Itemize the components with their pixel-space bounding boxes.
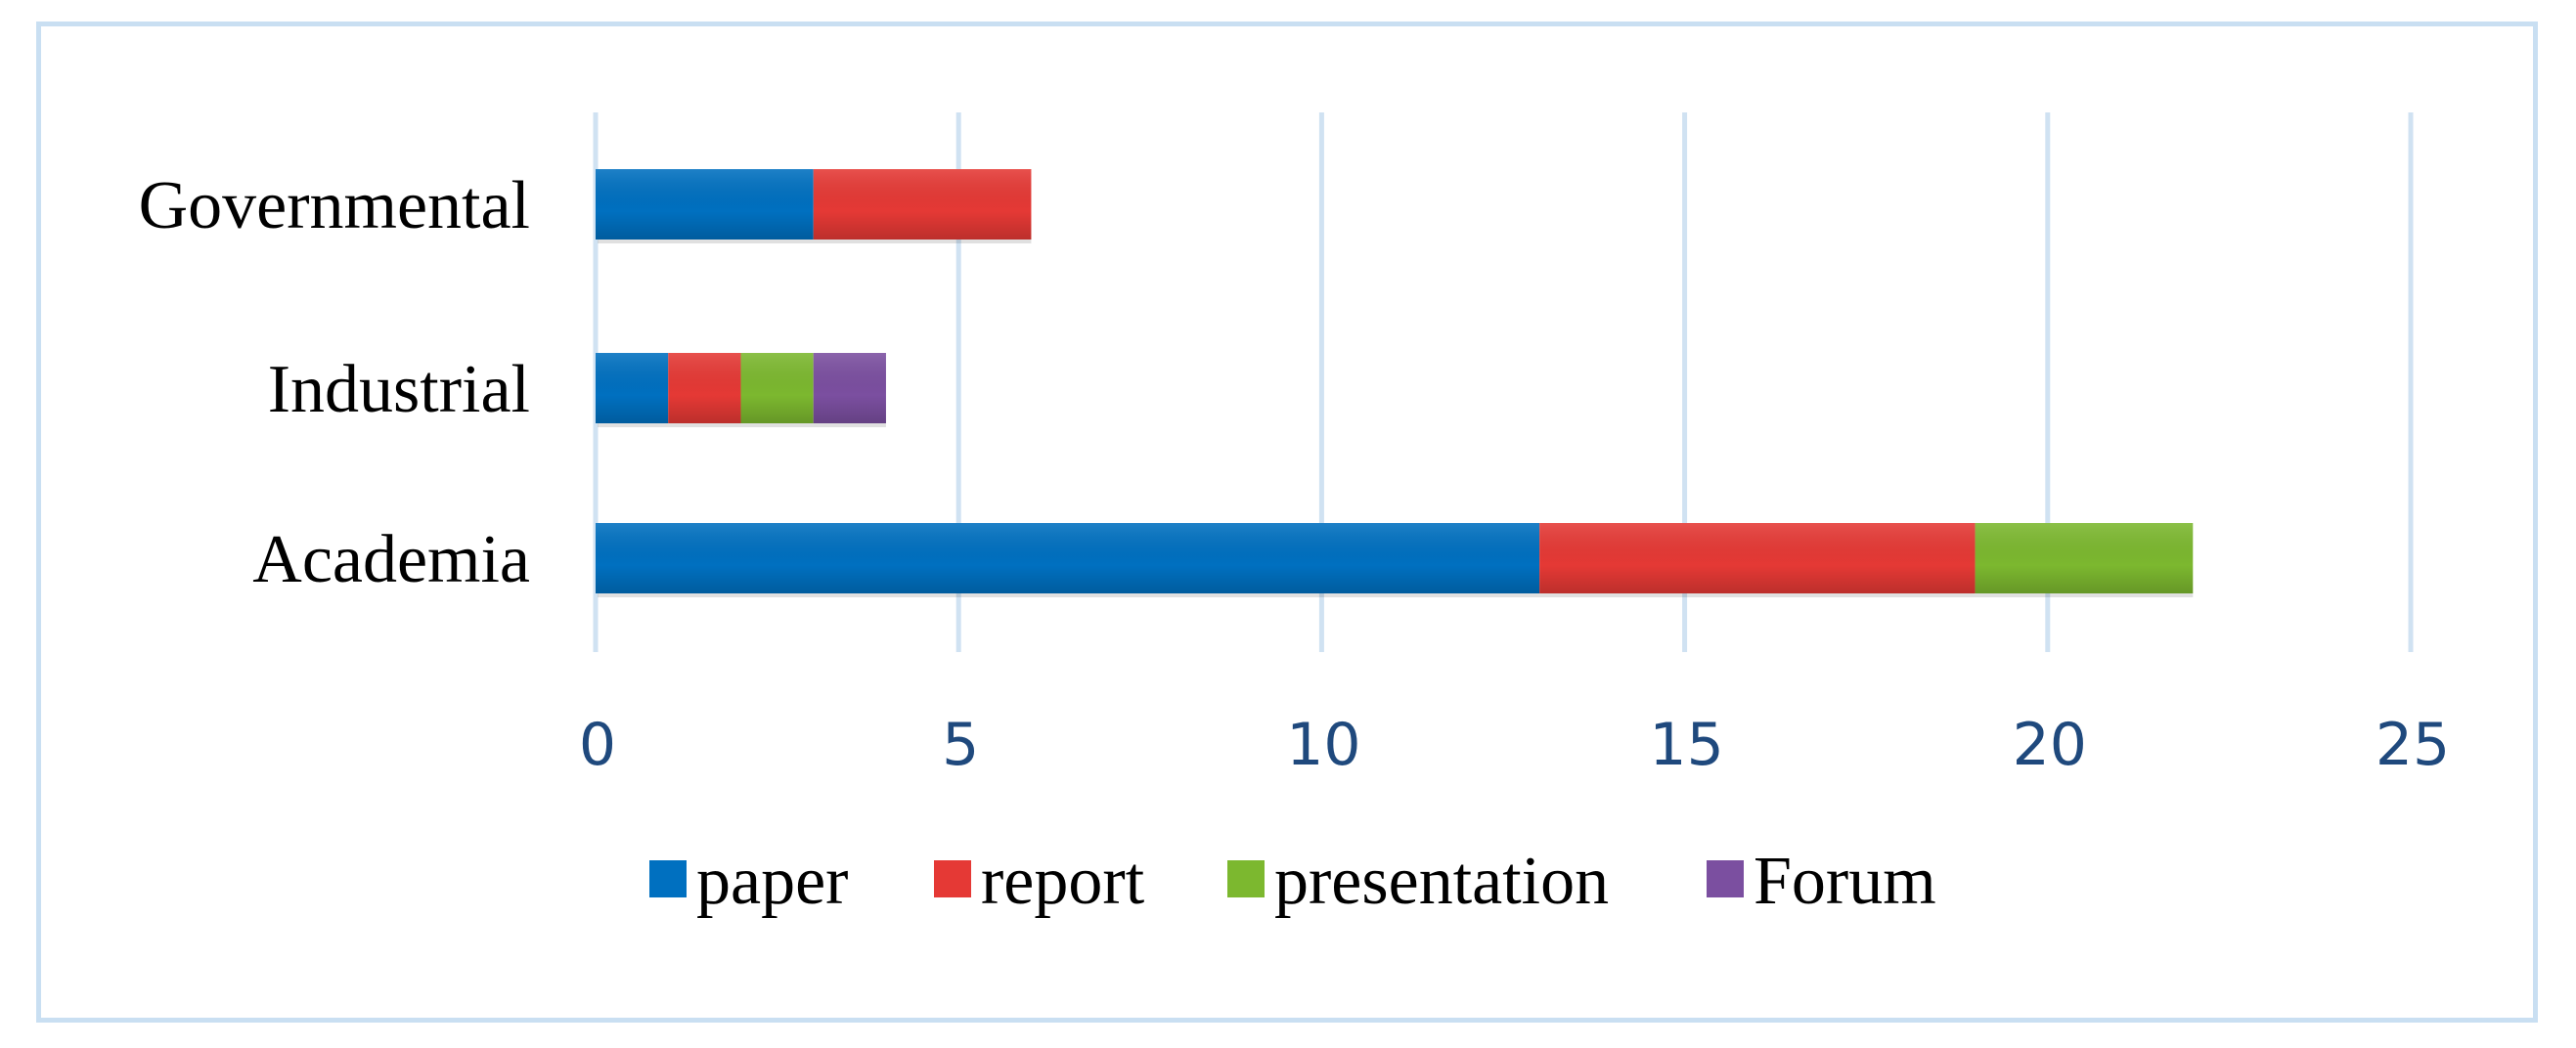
legend-label-presentation: presentation <box>1274 844 1609 919</box>
category-label-industrial: Industrial <box>268 352 530 427</box>
bar-shadow <box>598 593 2194 597</box>
legend-swatch-presentation <box>1227 860 1265 897</box>
x-tick-label: 10 <box>1286 711 1360 779</box>
x-tick-label: 0 <box>579 711 616 779</box>
legend-item-presentation: presentation <box>1227 844 1609 919</box>
x-tick-label: 15 <box>1649 711 1723 779</box>
category-labels: Governmental Industrial Academia <box>139 168 530 597</box>
bar-shading-governmental-report <box>813 169 1032 240</box>
bar-shading-governmental-paper <box>596 169 814 240</box>
bar-shadow <box>598 240 1032 243</box>
x-tick-label: 20 <box>2013 711 2087 779</box>
legend-item-report: report <box>934 844 1145 919</box>
category-label-governmental: Governmental <box>139 168 530 243</box>
legend-label-report: report <box>981 844 1145 919</box>
x-tick-labels: 0 5 10 15 20 25 <box>579 711 2450 779</box>
bar-shading-industrial-report <box>668 353 741 423</box>
legend-item-forum: Forum <box>1707 844 1936 919</box>
bar-shading-industrial-forum <box>813 353 886 423</box>
legend-label-paper: paper <box>696 844 848 919</box>
bar-shadow <box>598 423 886 427</box>
chart-frame <box>36 22 2538 1023</box>
bar-shading-academia-report <box>1539 523 1976 593</box>
bar-shading-academia-paper <box>596 523 1540 593</box>
legend-label-forum: Forum <box>1754 844 1936 919</box>
bar-shading-industrial-presentation <box>740 353 814 423</box>
legend: paper report presentation Forum <box>649 844 1936 919</box>
bar-shading-academia-presentation <box>1975 523 2194 593</box>
legend-swatch-report <box>934 860 971 897</box>
legend-swatch-paper <box>649 860 687 897</box>
legend-swatch-forum <box>1707 860 1744 897</box>
x-tick-label: 5 <box>942 711 979 779</box>
category-label-academia: Academia <box>252 522 530 597</box>
bar-shading-industrial-paper <box>596 353 669 423</box>
x-tick-label: 25 <box>2376 711 2450 779</box>
bars <box>596 169 2194 597</box>
legend-item-paper: paper <box>649 844 848 919</box>
